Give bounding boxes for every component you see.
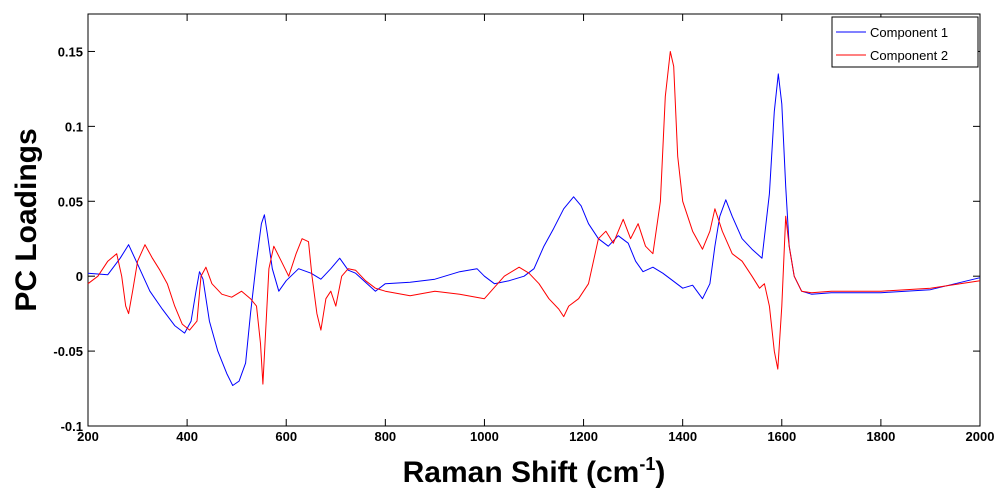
x-tick-label: 1200 [569, 429, 598, 444]
y-tick-label: 0 [76, 269, 83, 284]
series-line-component-2 [87, 51, 981, 385]
x-axis-title-main: Raman Shift (cm [403, 456, 640, 489]
y-axis: -0.1 -0.05 0 0.05 0.1 0.15 [53, 44, 980, 434]
y-tick-label: -0.1 [61, 419, 83, 434]
y-tick-label: 0.1 [65, 119, 83, 134]
x-tick-label: 800 [374, 429, 396, 444]
x-tick-label: 1800 [866, 429, 895, 444]
y-tick-label: 0.05 [58, 194, 83, 209]
legend-label-component-1: Component 1 [870, 25, 948, 40]
x-axis-title-close: ) [655, 456, 665, 489]
x-axis-title: Raman Shift (cm-1) [403, 454, 666, 489]
x-tick-label: 200 [77, 429, 99, 444]
y-axis-title: PC Loadings [10, 128, 43, 311]
x-tick-label: 1000 [470, 429, 499, 444]
x-tick-label: 600 [275, 429, 297, 444]
legend-label-component-2: Component 2 [870, 48, 948, 63]
x-tick-label: 2000 [966, 429, 995, 444]
legend-box [831, 16, 979, 68]
series-line-component-1 [87, 73, 981, 386]
y-tick-label: -0.05 [53, 344, 83, 359]
series-layer [87, 51, 981, 386]
x-axis-title-superscript: -1 [639, 454, 655, 474]
y-tick-label: 0.15 [58, 44, 83, 59]
x-tick-label: 1600 [767, 429, 796, 444]
x-tick-label: 1400 [668, 429, 697, 444]
plot-area [87, 13, 981, 427]
legend: Component 1 Component 2 [831, 16, 979, 68]
x-axis: 200 400 600 800 1000 1200 1400 1600 1800 2000 [77, 14, 994, 444]
x-tick-label: 400 [176, 429, 198, 444]
